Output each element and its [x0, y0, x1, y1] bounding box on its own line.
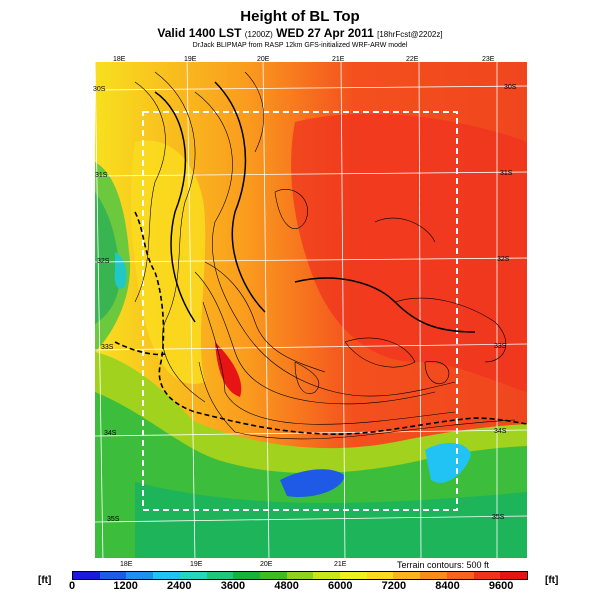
model-credit: DrJack BLIPMAP from RASP 12km GFS-initia… [192, 42, 408, 49]
utc-time: (1200Z) [244, 30, 273, 39]
colorbar-cell [366, 572, 394, 579]
forecast-info: [18hrFcst@2202z] [377, 30, 443, 39]
lat-label-30s-right: 30S [504, 84, 517, 91]
coastline [134, 211, 527, 435]
map-subtitle: Valid 1400 LST (1200Z) WED 27 Apr 2011 [… [0, 26, 600, 40]
lon-label-18e-top: 18E [113, 56, 126, 63]
colorbar-cell [259, 572, 287, 579]
valid-time: Valid 1400 LST [157, 26, 242, 40]
field-west-deep-green [95, 192, 120, 324]
colorbar-cell [126, 572, 154, 579]
valid-date: WED 27 Apr 2011 [276, 26, 374, 40]
colorbar-cell [153, 572, 180, 579]
field-red-core [291, 113, 527, 392]
colorbar-tick-label: 3600 [220, 580, 246, 592]
colorbar-cell [420, 572, 447, 579]
colorbar-cell [313, 572, 341, 579]
lat-label-32s-left: 32S [97, 258, 110, 265]
lat-label-35s-right: 35S [492, 514, 505, 521]
blipmap-plot [95, 62, 527, 558]
field-west-cyan [114, 252, 127, 289]
blipmap-field [95, 62, 527, 558]
colorbar-cell [233, 572, 260, 579]
colorbar-unit-left: [ft] [38, 575, 52, 586]
lat-label-30s-left: 30S [93, 86, 106, 93]
colorbar-cell [179, 572, 207, 579]
field-cyan-pocket-2 [425, 442, 471, 483]
lat-label-35s-left: 35S [107, 516, 120, 523]
bl-contours [154, 81, 476, 333]
colorbar-cell [393, 572, 421, 579]
colorbar-cell [286, 572, 314, 579]
field-blue-pocket-1 [280, 469, 345, 498]
lat-label-33s-right: 33S [494, 343, 507, 350]
colorbar-cell [473, 572, 501, 579]
lon-label-19e-bottom: 19E [190, 561, 203, 568]
colorbar-tick-label: 6000 [327, 580, 353, 592]
lon-label-19e-top: 19E [184, 56, 197, 63]
colorbar-tick-label: 0 [68, 580, 76, 592]
lon-label-18e-bottom: 18E [120, 561, 133, 568]
terrain-contours [134, 71, 516, 440]
colorbar-cell [500, 572, 527, 579]
map-title: Height of BL Top [240, 8, 360, 25]
field-south-deep-green [135, 482, 527, 558]
lon-label-20e-top: 20E [257, 56, 270, 63]
colorbar-tick-label: 8400 [435, 580, 460, 592]
colorbar-tick-label: 4800 [274, 580, 299, 592]
colorbar-cell [73, 572, 100, 579]
colorbar-unit-right: [ft] [545, 575, 559, 586]
lat-label-33s-left: 33S [101, 344, 114, 351]
lon-label-20e-bottom: 20E [260, 561, 273, 568]
colorbar-cell [206, 572, 234, 579]
coastline-west [114, 341, 166, 356]
lat-label-34s-left: 34S [104, 430, 117, 437]
colorbar-cell [340, 572, 367, 579]
inner-domain-box [142, 111, 458, 511]
colorbar-cell [99, 572, 127, 579]
lon-label-21e-top: 21E [332, 56, 345, 63]
lon-label-23e-top: 23E [482, 56, 495, 63]
lat-label-34s-right: 34S [494, 428, 507, 435]
lat-label-31s-right: 31S [500, 170, 513, 177]
field-red-spot [215, 342, 242, 397]
lat-label-31s-left: 31S [95, 172, 108, 179]
colorbar-tick-label: 1200 [113, 580, 138, 592]
terrain-contour-note: Terrain contours: 500 ft [397, 560, 490, 570]
colorbar-cell [446, 572, 474, 579]
colorbar-tick-label: 2400 [167, 580, 192, 592]
lat-label-32s-right: 32S [497, 256, 510, 263]
lon-label-22e-top: 22E [406, 56, 419, 63]
colorbar [72, 571, 528, 580]
field-yellow-tongue [130, 140, 206, 384]
colorbar-tick-label: 7200 [381, 580, 407, 592]
lon-label-21e-bottom: 21E [334, 561, 347, 568]
colorbar-tick-label: 9600 [488, 580, 514, 592]
